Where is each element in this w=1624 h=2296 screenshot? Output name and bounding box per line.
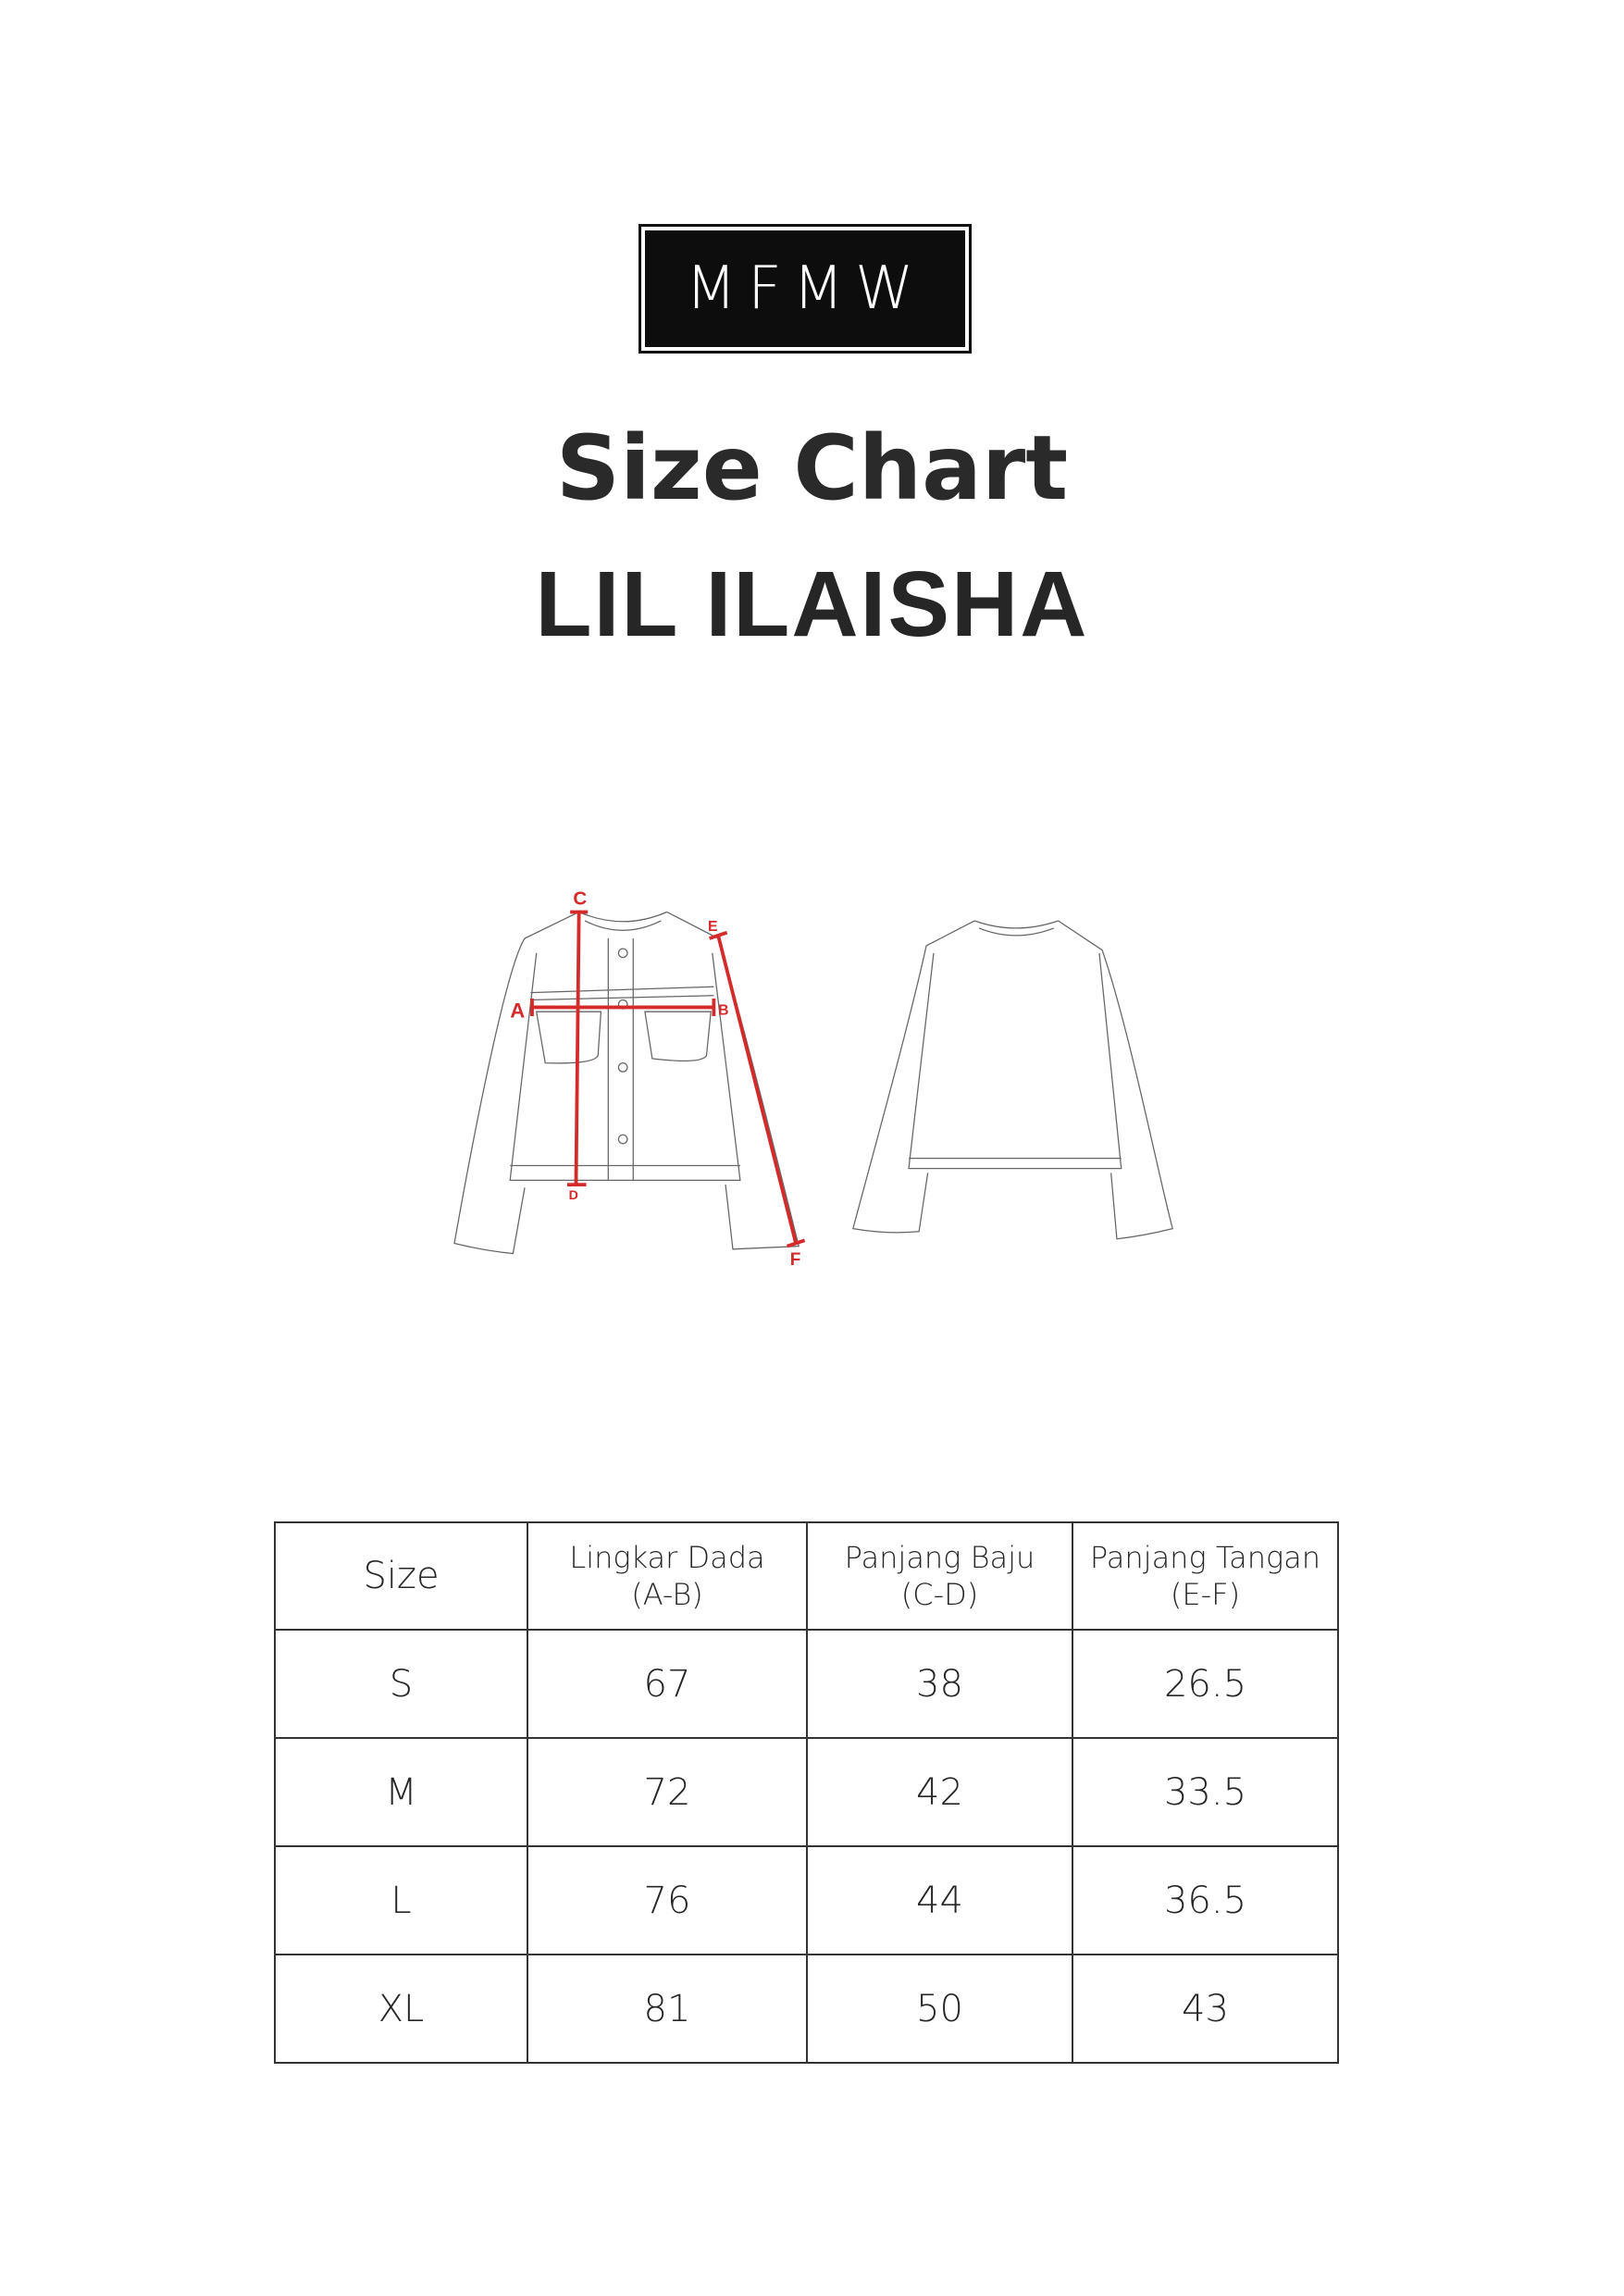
product-name: LIL ILAISHA: [535, 552, 1089, 656]
header-label: Panjang Tangan: [1089, 1540, 1321, 1575]
table-header-row: Size Lingkar Dada (A-B) Panjang Baju (C-D)…: [274, 1521, 1339, 1631]
header-sub: (E-F): [1170, 1577, 1241, 1612]
measure-c-d: [566, 910, 589, 1186]
table-row: M 72 42 33.5: [274, 1737, 1339, 1847]
header-chest: Lingkar Dada (A-B): [527, 1521, 808, 1631]
header-sleeve: Panjang Tangan (E-F): [1072, 1521, 1339, 1631]
header-length: Panjang Baju (C-D): [806, 1521, 1073, 1631]
table-row: S 67 38 26.5: [274, 1629, 1339, 1739]
cell-sleeve: 43: [1072, 1954, 1339, 2064]
label-d: D: [569, 1188, 578, 1203]
logo-text: MFMW: [645, 230, 965, 347]
cell-length: 44: [806, 1845, 1073, 1955]
cell-chest: 72: [527, 1737, 808, 1847]
cell-sleeve: 36.5: [1072, 1845, 1339, 1955]
cell-size: L: [274, 1845, 528, 1955]
cell-length: 50: [806, 1954, 1073, 2064]
header-label: Lingkar Dada: [569, 1540, 765, 1575]
label-e: E: [708, 919, 718, 935]
cell-sleeve: 26.5: [1072, 1629, 1339, 1739]
measure-e-f: [709, 930, 806, 1248]
jacket-back: [852, 920, 1173, 1240]
cell-size: M: [274, 1737, 528, 1847]
header-sub: (C-D): [900, 1577, 979, 1612]
label-c: C: [573, 888, 587, 910]
header-label: Size: [363, 1555, 440, 1597]
brand-logo: MFMW: [638, 224, 972, 354]
label-f: F: [790, 1250, 801, 1270]
header-sub: (A-B): [631, 1577, 703, 1612]
header-size: Size: [274, 1521, 528, 1631]
header-label: Panjang Baju: [844, 1540, 1035, 1575]
cell-length: 42: [806, 1737, 1073, 1847]
label-a: A: [510, 999, 525, 1023]
size-table: Size Lingkar Dada (A-B) Panjang Baju (C-D)…: [274, 1521, 1339, 2064]
cell-chest: 67: [527, 1629, 808, 1739]
cell-size: S: [274, 1629, 528, 1739]
label-b: B: [718, 1002, 728, 1018]
cell-sleeve: 33.5: [1072, 1737, 1339, 1847]
cell-size: XL: [274, 1954, 528, 2064]
cell-chest: 76: [527, 1845, 808, 1955]
measurement-labels: C A B D E F: [510, 888, 800, 1271]
page-title: Size Chart: [555, 416, 1069, 520]
measure-a-b: [530, 998, 716, 1016]
cell-length: 38: [806, 1629, 1073, 1739]
cell-chest: 81: [527, 1954, 808, 2064]
table-row: L 76 44 36.5: [274, 1845, 1339, 1955]
jacket-front: [453, 911, 800, 1255]
measurement-lines: [530, 910, 806, 1248]
table-row: XL 81 50 43: [274, 1954, 1339, 2064]
